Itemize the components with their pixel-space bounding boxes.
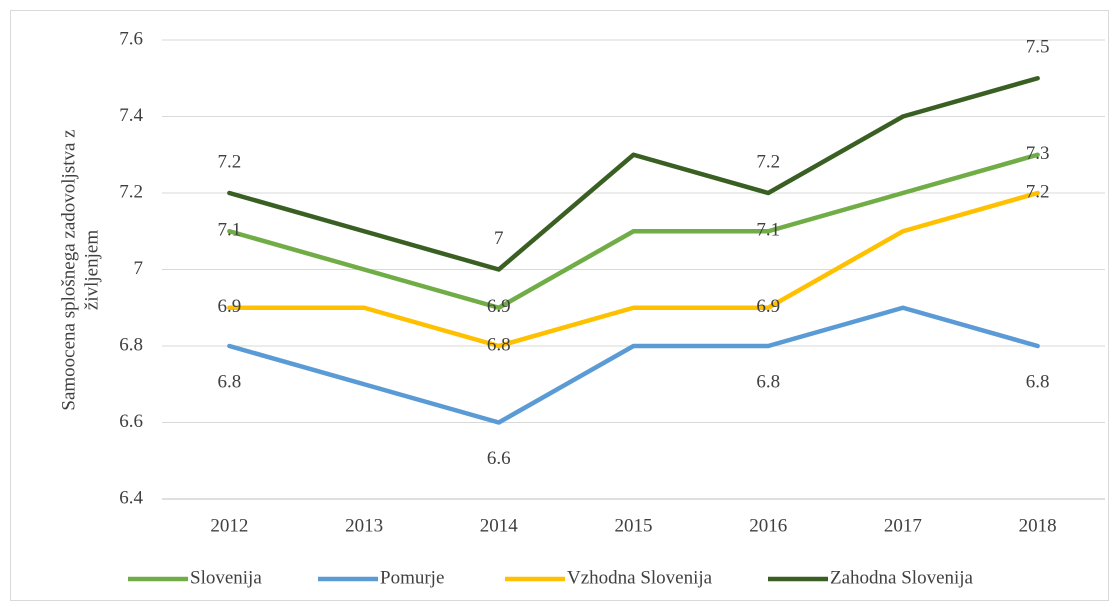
data-label: 7.2 bbox=[1026, 181, 1050, 202]
y-axis-title: življenjem bbox=[81, 230, 102, 310]
data-label: 7 bbox=[494, 228, 504, 249]
x-tick-label: 2013 bbox=[345, 515, 383, 536]
x-tick-label: 2015 bbox=[615, 515, 653, 536]
x-tick-label: 2018 bbox=[1019, 515, 1057, 536]
data-label: 7.1 bbox=[217, 220, 241, 241]
data-label: 6.8 bbox=[756, 371, 780, 392]
x-tick-label: 2017 bbox=[884, 515, 922, 536]
series-line bbox=[227, 76, 1040, 272]
data-label: 6.8 bbox=[1026, 371, 1050, 392]
y-tick-label: 7.6 bbox=[119, 28, 143, 49]
legend-label: Slovenija bbox=[190, 567, 262, 588]
data-label: 7.5 bbox=[1026, 37, 1050, 58]
y-tick-label: 6.6 bbox=[119, 411, 143, 432]
series-line bbox=[227, 305, 1040, 425]
series-line bbox=[227, 152, 1040, 310]
x-tick-label: 2014 bbox=[480, 515, 519, 536]
series-line bbox=[227, 190, 1040, 349]
data-label: 6.9 bbox=[217, 296, 241, 317]
x-tick-label: 2012 bbox=[210, 515, 248, 536]
data-label: 7.1 bbox=[756, 220, 780, 241]
legend-label: Zahodna Slovenija bbox=[830, 567, 974, 588]
y-tick-label: 6.4 bbox=[119, 487, 143, 508]
y-tick-label: 6.8 bbox=[119, 334, 143, 355]
data-label: 6.8 bbox=[217, 371, 241, 392]
data-label: 6.8 bbox=[487, 334, 511, 355]
data-label: 6.9 bbox=[487, 296, 511, 317]
y-axis-title: Samoocena splošnega zadovoljstva z bbox=[58, 129, 79, 410]
legend-label: Pomurje bbox=[380, 567, 444, 588]
data-label: 6.9 bbox=[756, 296, 780, 317]
y-tick-label: 7.4 bbox=[119, 105, 143, 126]
data-label: 6.6 bbox=[487, 448, 511, 469]
data-label: 7.2 bbox=[756, 151, 780, 172]
data-label: 7.3 bbox=[1026, 143, 1050, 164]
y-tick-label: 7.2 bbox=[119, 181, 143, 202]
chart-border bbox=[10, 10, 1109, 601]
y-tick-label: 7 bbox=[134, 258, 144, 279]
legend-label: Vzhodna Slovenija bbox=[567, 567, 713, 588]
x-tick-label: 2016 bbox=[749, 515, 787, 536]
data-label: 7.2 bbox=[217, 151, 241, 172]
